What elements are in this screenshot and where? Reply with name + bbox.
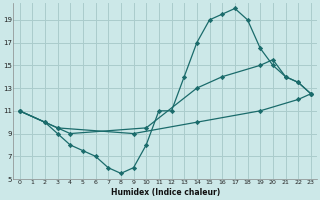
X-axis label: Humidex (Indice chaleur): Humidex (Indice chaleur): [111, 188, 220, 197]
